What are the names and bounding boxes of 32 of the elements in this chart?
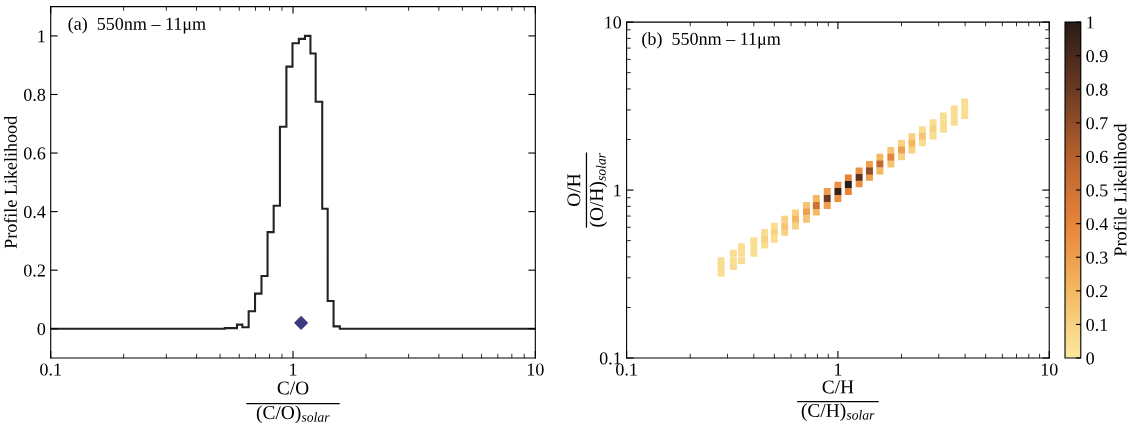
x-tick-label: 1 <box>290 363 297 376</box>
x-tick-label: 0.1 <box>616 363 637 376</box>
x-tick-label: 1 <box>835 363 842 376</box>
y-tick-label: 1 <box>614 184 621 197</box>
x-tick-label: 10 <box>527 363 544 376</box>
y-tick-label: 0.6 <box>23 147 46 160</box>
x-axis-title: C/O (C/O)$_{solar}$ <box>256 381 330 424</box>
color-bar-label: 0.3 <box>1086 251 1108 264</box>
y-tick-label: 1 <box>38 30 45 43</box>
annotation: (a) 550nm – 11μm <box>68 17 206 34</box>
color-bar-label: 0.4 <box>1086 217 1108 231</box>
y-tick-label: 0.4 <box>23 205 46 219</box>
color-bar-label: 0.2 <box>1086 285 1108 298</box>
color-bar-label: 0.1 <box>1086 318 1108 331</box>
x-axis-title: C/H (C/H)$_{solar}$ <box>801 380 875 421</box>
x-tick-label: 10 <box>1041 363 1058 376</box>
color-bar-title: Profile Likelihood <box>1113 123 1127 256</box>
color-bar-label: 0.8 <box>1086 83 1108 96</box>
color-bar-label: 0.7 <box>1086 117 1108 130</box>
color-bar-label: 0.5 <box>1086 184 1108 197</box>
color-bar-label: 1 <box>1087 16 1094 29</box>
y-tick-label: 0.1 <box>599 352 621 365</box>
y-axis-title: Profile Likelihood <box>3 116 17 249</box>
color-bar-label: 0 <box>1086 352 1094 365</box>
y-tick-label: 0 <box>37 322 46 336</box>
y-tick-label: 10 <box>605 16 622 29</box>
y-tick-label: 0.2 <box>23 264 45 277</box>
color-bar-label: 0.9 <box>1086 49 1108 63</box>
color-bar-label: 0.6 <box>1086 150 1108 163</box>
y-tick-label: 0.8 <box>23 88 46 101</box>
y-axis-title: O/H (O/H)$_{solar}$ <box>567 152 608 227</box>
annotation: (b) 550nm – 11μm <box>642 32 781 49</box>
